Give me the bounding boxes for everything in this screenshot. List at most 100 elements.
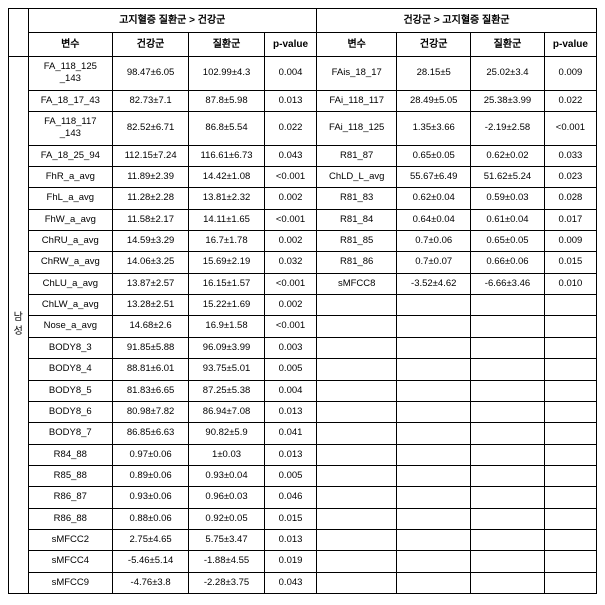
healthy-right: [397, 551, 471, 572]
disease-right: [471, 508, 545, 529]
table-row: FA_18_25_94112.15±7.24116.61±6.730.043R8…: [9, 145, 597, 166]
var-left: ChRW_a_avg: [28, 252, 113, 273]
healthy-left: 112.15±7.24: [113, 145, 189, 166]
table-row: ChRW_a_avg14.06±3.2515.69±2.190.032R81_8…: [9, 252, 597, 273]
pvalue-left: <0.001: [265, 209, 317, 230]
table-row: R86_880.88±0.060.92±0.050.015: [9, 508, 597, 529]
table-row: R86_870.93±0.060.96±0.030.046: [9, 487, 597, 508]
disease-left: 15.69±2.19: [189, 252, 265, 273]
healthy-left: 91.85±5.88: [113, 337, 189, 358]
disease-left: 0.96±0.03: [189, 487, 265, 508]
disease-right: -2.19±2.58: [471, 112, 545, 146]
var-right: [317, 508, 397, 529]
var-left: sMFCC9: [28, 572, 113, 593]
pvalue-left: 0.032: [265, 252, 317, 273]
pvalue-right: [544, 529, 596, 550]
col-healthy-right: 건강군: [397, 33, 471, 57]
healthy-right: [397, 572, 471, 593]
pvalue-right: [544, 465, 596, 486]
var-left: FA_118_125_143: [28, 57, 113, 91]
disease-left: 90.82±5.9: [189, 423, 265, 444]
healthy-right: [397, 423, 471, 444]
pvalue-left: 0.005: [265, 465, 317, 486]
disease-left: 87.8±5.98: [189, 90, 265, 111]
table-row: BODY8_786.85±6.6390.82±5.90.041: [9, 423, 597, 444]
healthy-right: 28.15±5: [397, 57, 471, 91]
var-left: BODY8_3: [28, 337, 113, 358]
healthy-right: [397, 529, 471, 550]
healthy-left: 11.89±2.39: [113, 167, 189, 188]
disease-right: [471, 359, 545, 380]
disease-right: [471, 465, 545, 486]
table-row: FhL_a_avg11.28±2.2813.81±2.320.002R81_83…: [9, 188, 597, 209]
col-var-right: 변수: [317, 33, 397, 57]
var-right: FAis_18_17: [317, 57, 397, 91]
disease-left: 102.99±4.3: [189, 57, 265, 91]
var-left: sMFCC4: [28, 551, 113, 572]
table-row: FA_18_17_4382.73±7.187.8±5.980.013FAi_11…: [9, 90, 597, 111]
var-right: FAi_118_125: [317, 112, 397, 146]
pvalue-left: 0.022: [265, 112, 317, 146]
healthy-left: 11.28±2.28: [113, 188, 189, 209]
pvalue-right: [544, 444, 596, 465]
healthy-left: -4.76±3.8: [113, 572, 189, 593]
healthy-left: 2.75±4.65: [113, 529, 189, 550]
healthy-right: 28.49±5.05: [397, 90, 471, 111]
disease-right: [471, 337, 545, 358]
var-left: sMFCC2: [28, 529, 113, 550]
corner-cell: [9, 9, 29, 57]
disease-right: 25.38±3.99: [471, 90, 545, 111]
table-row: FhW_a_avg11.58±2.1714.11±1.65<0.001R81_8…: [9, 209, 597, 230]
var-left: ChLU_a_avg: [28, 273, 113, 294]
table-row: ChLW_a_avg13.28±2.5115.22±1.690.002: [9, 295, 597, 316]
pvalue-left: 0.004: [265, 380, 317, 401]
col-pvalue-right: p-value: [544, 33, 596, 57]
pvalue-right: [544, 380, 596, 401]
table-row: BODY8_488.81±6.0193.75±5.010.005: [9, 359, 597, 380]
pvalue-left: <0.001: [265, 316, 317, 337]
healthy-right: 0.62±0.04: [397, 188, 471, 209]
disease-right: 0.61±0.04: [471, 209, 545, 230]
healthy-left: 14.68±2.6: [113, 316, 189, 337]
healthy-left: 11.58±2.17: [113, 209, 189, 230]
var-left: Nose_a_avg: [28, 316, 113, 337]
var-right: [317, 487, 397, 508]
pvalue-right: 0.023: [544, 167, 596, 188]
disease-left: 5.75±3.47: [189, 529, 265, 550]
col-disease-right: 질환군: [471, 33, 545, 57]
var-left: BODY8_4: [28, 359, 113, 380]
pvalue-right: [544, 572, 596, 593]
disease-left: 96.09±3.99: [189, 337, 265, 358]
pvalue-right: [544, 316, 596, 337]
disease-left: -2.28±3.75: [189, 572, 265, 593]
disease-left: 16.9±1.58: [189, 316, 265, 337]
data-table: 고지혈증 질환군 > 건강군 건강군 > 고지혈증 질환군 변수 건강군 질환군…: [8, 8, 597, 594]
var-left: R85_88: [28, 465, 113, 486]
disease-left: 1±0.03: [189, 444, 265, 465]
table-row: 남성FA_118_125_14398.47±6.05102.99±4.30.00…: [9, 57, 597, 91]
var-right: [317, 337, 397, 358]
pvalue-left: 0.041: [265, 423, 317, 444]
table-row: R84_880.97±0.061±0.030.013: [9, 444, 597, 465]
pvalue-right: [544, 337, 596, 358]
healthy-right: [397, 316, 471, 337]
var-right: [317, 444, 397, 465]
healthy-right: [397, 444, 471, 465]
var-right: [317, 423, 397, 444]
healthy-left: 82.73±7.1: [113, 90, 189, 111]
pvalue-right: 0.010: [544, 273, 596, 294]
table-row: sMFCC9-4.76±3.8-2.28±3.750.043: [9, 572, 597, 593]
disease-right: [471, 295, 545, 316]
healthy-right: 55.67±6.49: [397, 167, 471, 188]
pvalue-right: 0.017: [544, 209, 596, 230]
var-left: FA_18_17_43: [28, 90, 113, 111]
pvalue-left: 0.043: [265, 572, 317, 593]
var-right: [317, 465, 397, 486]
var-left: BODY8_5: [28, 380, 113, 401]
healthy-right: [397, 508, 471, 529]
pvalue-left: 0.013: [265, 529, 317, 550]
healthy-left: -5.46±5.14: [113, 551, 189, 572]
table-row: Nose_a_avg14.68±2.616.9±1.58<0.001: [9, 316, 597, 337]
table-row: BODY8_581.83±6.6587.25±5.380.004: [9, 380, 597, 401]
var-right: [317, 316, 397, 337]
